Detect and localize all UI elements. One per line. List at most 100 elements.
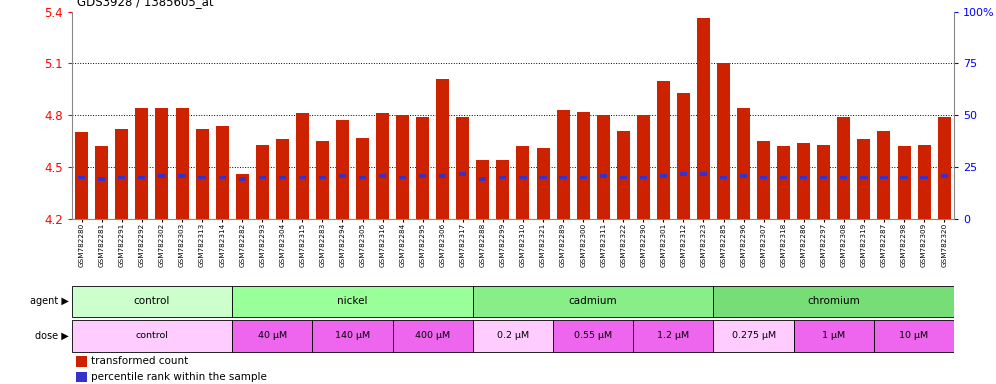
- Bar: [396, 115, 409, 219]
- Bar: [873, 320, 954, 352]
- Bar: [473, 320, 553, 352]
- Bar: [800, 175, 808, 179]
- Text: 0.2 μM: 0.2 μM: [497, 331, 529, 341]
- Bar: [72, 320, 232, 352]
- Bar: [537, 148, 550, 219]
- Bar: [239, 177, 246, 181]
- Bar: [580, 175, 587, 179]
- Bar: [299, 175, 306, 179]
- Bar: [78, 175, 86, 179]
- Bar: [359, 175, 367, 179]
- Bar: [175, 108, 188, 219]
- Bar: [419, 174, 426, 177]
- Bar: [256, 145, 269, 219]
- Bar: [858, 139, 871, 219]
- Bar: [519, 175, 527, 179]
- Text: control: control: [135, 331, 168, 341]
- Bar: [336, 121, 349, 219]
- Bar: [72, 286, 232, 317]
- Bar: [553, 320, 633, 352]
- Bar: [620, 175, 626, 179]
- Bar: [838, 117, 851, 219]
- Text: control: control: [133, 296, 170, 306]
- Bar: [313, 320, 392, 352]
- Bar: [697, 18, 710, 219]
- Bar: [597, 115, 610, 219]
- Bar: [740, 174, 747, 177]
- Bar: [99, 177, 106, 181]
- Bar: [496, 160, 509, 219]
- Bar: [517, 146, 530, 219]
- Text: 1.2 μM: 1.2 μM: [657, 331, 689, 341]
- Text: GDS3928 / 1385605_at: GDS3928 / 1385605_at: [77, 0, 213, 8]
- Bar: [760, 175, 767, 179]
- Bar: [439, 174, 446, 177]
- Bar: [155, 108, 168, 219]
- Bar: [158, 174, 165, 177]
- Bar: [379, 174, 386, 177]
- Bar: [399, 175, 406, 179]
- Bar: [713, 286, 954, 317]
- Bar: [794, 320, 873, 352]
- Bar: [116, 129, 128, 219]
- Text: 10 μM: 10 μM: [899, 331, 928, 341]
- Text: 40 μM: 40 μM: [258, 331, 287, 341]
- Bar: [900, 175, 907, 179]
- Bar: [897, 146, 910, 219]
- Bar: [499, 175, 507, 179]
- Bar: [459, 172, 466, 176]
- Bar: [232, 286, 473, 317]
- Bar: [917, 145, 930, 219]
- Bar: [540, 175, 547, 179]
- Text: dose ▶: dose ▶: [35, 331, 69, 341]
- Bar: [780, 175, 787, 179]
- Bar: [215, 126, 229, 219]
- Bar: [841, 175, 848, 179]
- Bar: [198, 175, 205, 179]
- Bar: [195, 129, 208, 219]
- Bar: [877, 131, 890, 219]
- Bar: [479, 177, 486, 181]
- Bar: [76, 356, 87, 367]
- Bar: [236, 174, 249, 219]
- Bar: [392, 320, 473, 352]
- Bar: [633, 320, 713, 352]
- Bar: [456, 117, 469, 219]
- Bar: [937, 117, 950, 219]
- Text: 140 μM: 140 μM: [335, 331, 371, 341]
- Bar: [861, 175, 868, 179]
- Bar: [737, 108, 750, 219]
- Bar: [473, 286, 713, 317]
- Bar: [680, 172, 687, 176]
- Bar: [119, 175, 125, 179]
- Bar: [777, 146, 790, 219]
- Bar: [376, 114, 389, 219]
- Bar: [276, 139, 289, 219]
- Bar: [659, 174, 667, 177]
- Bar: [600, 174, 607, 177]
- Bar: [717, 63, 730, 219]
- Text: nickel: nickel: [338, 296, 368, 306]
- Text: cadmium: cadmium: [569, 296, 618, 306]
- Text: 1 μM: 1 μM: [823, 331, 846, 341]
- Bar: [259, 175, 266, 179]
- Bar: [818, 145, 831, 219]
- Bar: [560, 175, 567, 179]
- Bar: [316, 141, 329, 219]
- Bar: [76, 372, 87, 382]
- Bar: [577, 112, 590, 219]
- Text: 400 μM: 400 μM: [415, 331, 450, 341]
- Bar: [880, 175, 887, 179]
- Text: chromium: chromium: [808, 296, 861, 306]
- Text: 0.55 μM: 0.55 μM: [574, 331, 613, 341]
- Text: 0.275 μM: 0.275 μM: [731, 331, 776, 341]
- Bar: [232, 320, 313, 352]
- Bar: [617, 131, 629, 219]
- Bar: [296, 114, 309, 219]
- Bar: [476, 160, 489, 219]
- Bar: [920, 175, 927, 179]
- Bar: [96, 146, 109, 219]
- Bar: [178, 174, 185, 177]
- Bar: [677, 93, 690, 219]
- Bar: [656, 81, 670, 219]
